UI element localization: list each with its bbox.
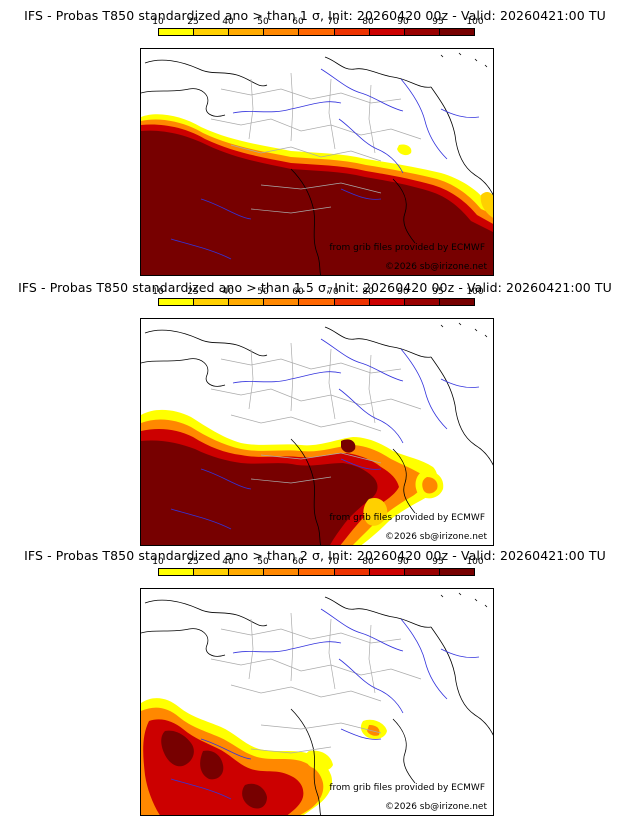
colorbar-tick-label: 50 [257, 17, 269, 27]
colorbar-segment [229, 29, 265, 35]
colorbar-segment [299, 569, 335, 575]
colorbar-segment [159, 299, 195, 305]
colorbar-tick-label: 60 [292, 287, 304, 297]
colorbar-segment [404, 569, 440, 575]
colorbar-segment [299, 29, 335, 35]
colorbar-tick-label: 80 [362, 17, 374, 27]
rivers [170, 608, 480, 800]
probability-shading [141, 698, 387, 815]
country-borders [141, 592, 493, 815]
colorbar-segment [159, 569, 195, 575]
colorbar-ticks: 10 25 40 50 60 70 80 90 95 100 [140, 557, 490, 567]
colorbar-segment [404, 299, 440, 305]
colorbar-tick-label: 40 [222, 557, 234, 567]
probability-map: from grib files provided by ECMWF ©2026 … [140, 48, 494, 276]
colorbar [158, 28, 475, 36]
colorbar-tick-label: 25 [187, 287, 199, 297]
colorbar-tick-label: 50 [257, 557, 269, 567]
map-panel-2: IFS - Probas T850 standardized ano > tha… [0, 270, 630, 546]
colorbar-segment [334, 569, 370, 575]
colorbar-tick-label: 10 [152, 557, 164, 567]
colorbar-tick-label: 40 [222, 287, 234, 297]
colorbar-tick-label: 95 [432, 287, 444, 297]
panel-title: IFS - Probas T850 standardized ano > tha… [18, 280, 612, 295]
data-source-credit: from grib files provided by ECMWF [329, 783, 485, 793]
colorbar-segment [334, 299, 370, 305]
colorbar-segment [439, 299, 474, 305]
colorbar-tick-label: 60 [292, 17, 304, 27]
data-source-credit: from grib files provided by ECMWF [329, 243, 485, 253]
colorbar-tick-label: 80 [362, 557, 374, 567]
colorbar-tick-label: 90 [397, 557, 409, 567]
colorbar-segment [159, 29, 195, 35]
colorbar-tick-label: 70 [327, 557, 339, 567]
colorbar-tick-label: 60 [292, 557, 304, 567]
data-source-credit: from grib files provided by ECMWF [329, 513, 485, 523]
colorbar-segment [299, 299, 335, 305]
map-panel-1: IFS - Probas T850 standardized ano > tha… [0, 0, 630, 276]
map-graphic [141, 322, 493, 545]
colorbar-tick-label: 40 [222, 17, 234, 27]
colorbar-tick-label: 90 [397, 17, 409, 27]
colorbar-tick-label: 95 [432, 17, 444, 27]
country-borders [141, 52, 493, 275]
colorbar-tick-label: 10 [152, 287, 164, 297]
panel-title: IFS - Probas T850 standardized ano > tha… [24, 548, 606, 563]
map-panel-3: IFS - Probas T850 standardized ano > tha… [0, 540, 630, 816]
colorbar-segment [369, 29, 405, 35]
rivers [170, 338, 480, 530]
colorbar-tick-label: 80 [362, 287, 374, 297]
colorbar-tick-label: 100 [466, 557, 484, 567]
regional-borders [210, 342, 422, 484]
panel-title: IFS - Probas T850 standardized ano > tha… [24, 8, 606, 23]
colorbar-tick-label: 90 [397, 287, 409, 297]
regional-borders [210, 612, 422, 754]
probability-map: from grib files provided by ECMWF ©2026 … [140, 318, 494, 546]
probability-map: from grib files provided by ECMWF ©2026 … [140, 588, 494, 816]
colorbar [158, 298, 475, 306]
probability-shading [141, 114, 493, 275]
probability-shading [141, 410, 444, 545]
colorbar-tick-label: 10 [152, 17, 164, 27]
colorbar-tick-label: 70 [327, 287, 339, 297]
colorbar-segment [404, 29, 440, 35]
colorbar-tick-label: 95 [432, 557, 444, 567]
colorbar-tick-label: 70 [327, 17, 339, 27]
colorbar-segment [194, 569, 230, 575]
rivers [170, 68, 480, 260]
colorbar-tick-label: 25 [187, 557, 199, 567]
colorbar-tick-label: 25 [187, 17, 199, 27]
regional-borders [210, 72, 422, 214]
colorbar-segment [369, 299, 405, 305]
colorbar-segment [439, 569, 474, 575]
colorbar-segment [264, 29, 300, 35]
colorbar [158, 568, 475, 576]
country-borders [141, 322, 493, 545]
colorbar-segment [229, 569, 265, 575]
colorbar-segment [229, 299, 265, 305]
copyright-credit: ©2026 sb@irizone.net [385, 802, 487, 812]
colorbar-segment [194, 299, 230, 305]
colorbar-segment [439, 29, 474, 35]
colorbar-segment [369, 569, 405, 575]
copyright-credit: ©2026 sb@irizone.net [385, 532, 487, 542]
colorbar-tick-label: 50 [257, 287, 269, 297]
map-graphic [141, 592, 493, 815]
colorbar-ticks: 10 25 40 50 60 70 80 90 95 100 [140, 287, 490, 297]
copyright-credit: ©2026 sb@irizone.net [385, 262, 487, 272]
map-graphic [141, 52, 493, 275]
colorbar-ticks: 10 25 40 50 60 70 80 90 95 100 [140, 17, 490, 27]
colorbar-tick-label: 100 [466, 17, 484, 27]
colorbar-segment [264, 569, 300, 575]
colorbar-tick-label: 100 [466, 287, 484, 297]
colorbar-segment [334, 29, 370, 35]
colorbar-segment [194, 29, 230, 35]
colorbar-segment [264, 299, 300, 305]
